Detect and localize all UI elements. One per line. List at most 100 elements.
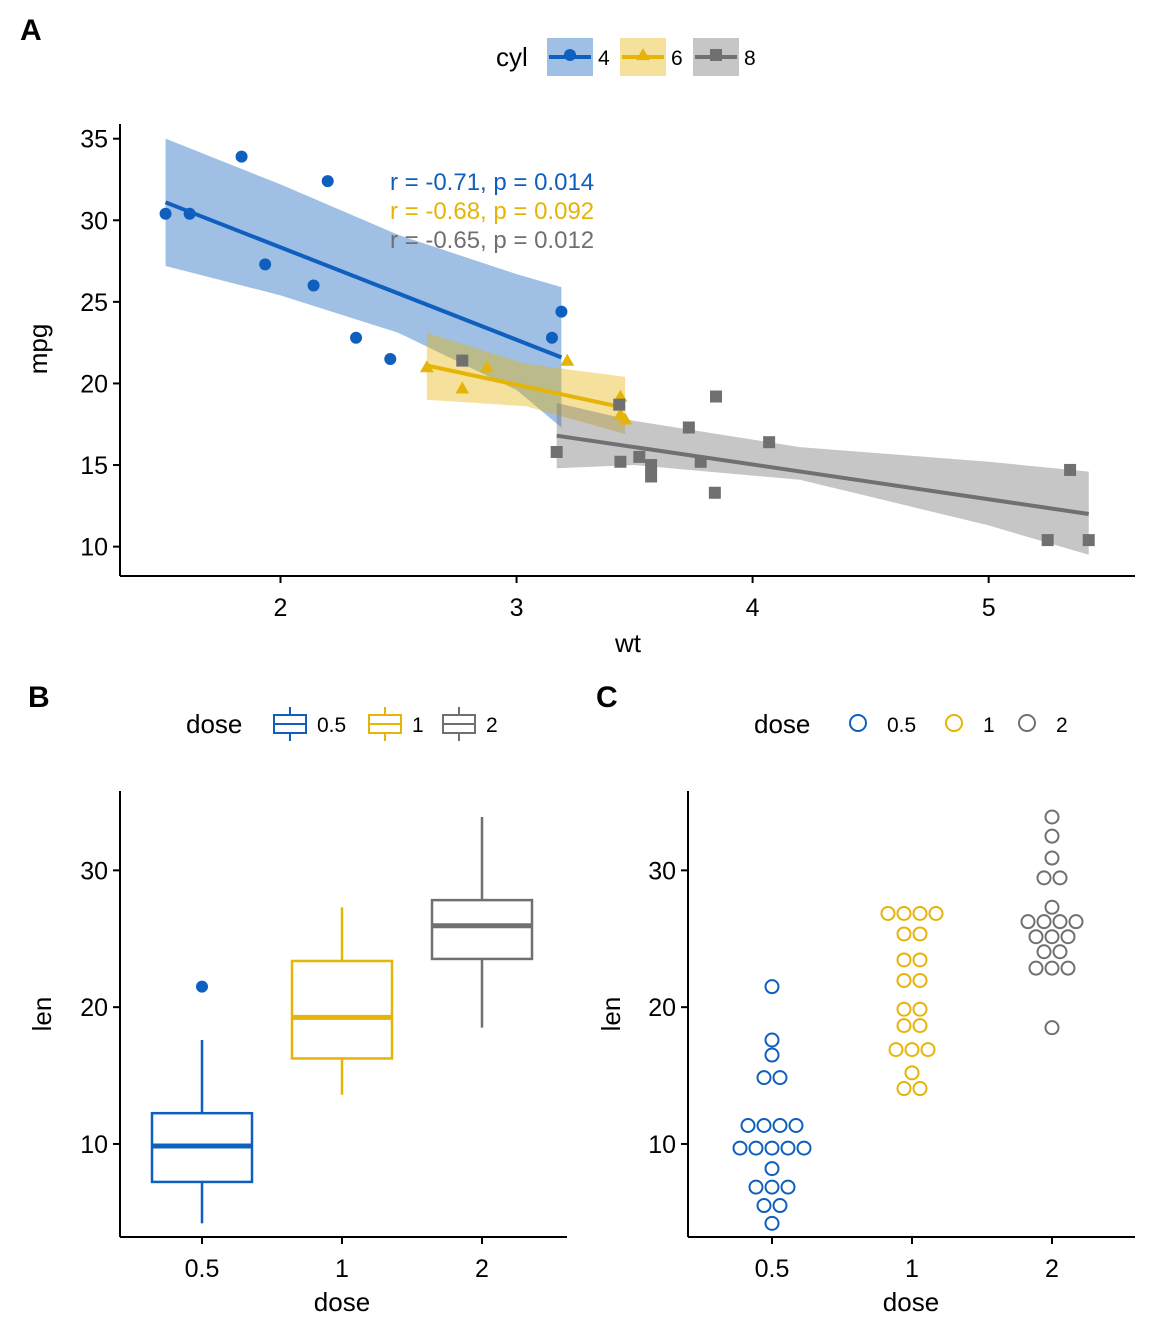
- dot-dose-1: [888, 1042, 904, 1058]
- dot-dose-1: [912, 952, 928, 968]
- dot-dose-0.5: [748, 1140, 764, 1156]
- y-tick-label: 30: [648, 857, 676, 885]
- dot-dose-1: [896, 926, 912, 942]
- legend-key-dot-dose-0.5: [849, 714, 867, 732]
- dot-dose-2: [1068, 914, 1084, 930]
- dot-dose-1: [912, 972, 928, 988]
- dot-dose-2: [1044, 809, 1060, 825]
- dot-dose-2: [1044, 1020, 1060, 1036]
- dot-dose-0.5: [764, 1140, 780, 1156]
- dot-dose-1: [912, 1018, 928, 1034]
- dot-dose-2: [1044, 850, 1060, 866]
- box-dose-2: [430, 898, 534, 961]
- panel-b-legend: dose 0.5 1 2: [186, 707, 498, 741]
- dot-dose-0.5: [732, 1140, 748, 1156]
- dot-dose-0.5: [748, 1179, 764, 1195]
- dot-dose-0.5: [772, 1118, 788, 1133]
- dot-dose-1: [904, 1065, 920, 1081]
- legend-label-cyl-4: 4: [598, 47, 610, 70]
- x-tick-label: 0.5: [185, 1255, 220, 1283]
- data-point-cyl-4: [159, 207, 172, 220]
- confidence-band-cyl-6: [426, 332, 626, 435]
- y-tick-label: 10: [80, 1131, 108, 1159]
- x-tick-label: 5: [982, 594, 996, 622]
- y-tick-label: 20: [80, 994, 108, 1022]
- correlation-annotation-cyl-4: r = -0.71, p = 0.014: [390, 169, 594, 196]
- panel-c-letter: C: [596, 681, 618, 714]
- outlier-point-dose-0.5: [196, 980, 208, 993]
- data-point-cyl-6: [480, 360, 494, 373]
- dot-dose-2: [1044, 828, 1060, 844]
- data-point-cyl-4: [183, 207, 196, 220]
- dot-dose-0.5: [764, 1215, 780, 1231]
- dot-dose-1: [896, 1001, 912, 1017]
- regression-line-cyl-6: [426, 363, 626, 410]
- x-tick-label: 2: [274, 594, 288, 622]
- y-tick-label: 10: [80, 534, 108, 562]
- legend-label-dose-1: 1: [412, 714, 424, 737]
- data-point-cyl-8: [1082, 534, 1095, 547]
- dot-dose-2: [1044, 960, 1060, 976]
- dot-dose-2: [1028, 929, 1044, 945]
- legend-label-dose-0.5: 0.5: [887, 714, 916, 737]
- correlation-annotation-cyl-8: r = -0.65, p = 0.012: [390, 227, 594, 254]
- legend-key-dot-dose-2: [1018, 714, 1036, 732]
- dot-dose-0.5: [780, 1140, 796, 1156]
- panel-c-legend: dose 0.5 1 2: [754, 709, 1068, 739]
- dot-dose-2: [1060, 929, 1076, 945]
- legend-label-dose-1: 1: [983, 714, 995, 737]
- regression-line-cyl-4: [164, 200, 563, 360]
- legend-label-cyl-6: 6: [671, 47, 683, 70]
- correlation-annotation-cyl-6: r = -0.68, p = 0.092: [390, 198, 594, 225]
- panel-c-y-axis-title: len: [596, 997, 626, 1032]
- confidence-band-cyl-8: [556, 403, 1089, 555]
- data-point-cyl-4: [555, 305, 568, 318]
- legend-title: cyl: [496, 42, 528, 72]
- data-point-cyl-6: [419, 360, 434, 373]
- data-point-cyl-4: [350, 331, 363, 344]
- y-tick-label: 10: [648, 1131, 676, 1159]
- data-point-cyl-8: [708, 486, 721, 499]
- y-tick-label: 25: [80, 289, 108, 317]
- dot-dose-0.5: [756, 1198, 772, 1214]
- legend-label-dose-0.5: 0.5: [317, 714, 346, 737]
- data-point-cyl-8: [613, 398, 626, 411]
- data-point-cyl-6: [455, 381, 470, 394]
- dot-dose-2: [1036, 914, 1052, 930]
- data-point-cyl-8: [633, 450, 646, 463]
- data-point-cyl-8: [645, 470, 658, 483]
- box-dose-1: [290, 959, 394, 1060]
- data-point-cyl-6: [618, 412, 633, 425]
- dot-dose-1: [880, 905, 896, 921]
- dot-dose-0.5: [740, 1118, 756, 1133]
- legend-label-dose-2: 2: [486, 714, 498, 737]
- dot-dose-0.5: [756, 1070, 772, 1086]
- dot-dose-0.5: [764, 1047, 780, 1063]
- legend-title: dose: [754, 709, 810, 739]
- x-tick-label: 1: [905, 1255, 919, 1283]
- panel-a-letter: A: [20, 14, 42, 47]
- dot-dose-2: [1028, 960, 1044, 976]
- dot-dose-1: [912, 926, 928, 942]
- dot-dose-1: [896, 905, 912, 921]
- dot-dose-2: [1036, 944, 1052, 960]
- y-tick-label: 20: [648, 994, 676, 1022]
- dot-dose-1: [896, 972, 912, 988]
- x-tick-label: 4: [746, 594, 760, 622]
- legend-key-marker-cyl-8: [710, 49, 722, 61]
- dot-dose-0.5: [796, 1140, 812, 1156]
- dot-dose-1: [896, 1081, 912, 1097]
- data-point-cyl-8: [645, 459, 658, 472]
- data-point-cyl-6: [613, 389, 628, 402]
- dot-dose-2: [1052, 944, 1068, 960]
- dot-dose-0.5: [780, 1179, 796, 1195]
- dot-dose-0.5: [772, 1198, 788, 1214]
- x-tick-label: 0.5: [755, 1255, 790, 1283]
- panel-c-plot: 10 20 30 0.5 1 2: [648, 791, 1135, 1283]
- dot-dose-2: [1052, 870, 1068, 886]
- dot-dose-2: [1020, 914, 1036, 930]
- data-point-cyl-8: [550, 445, 563, 458]
- y-tick-label: 35: [80, 126, 108, 154]
- legend-label-cyl-8: 8: [744, 47, 756, 70]
